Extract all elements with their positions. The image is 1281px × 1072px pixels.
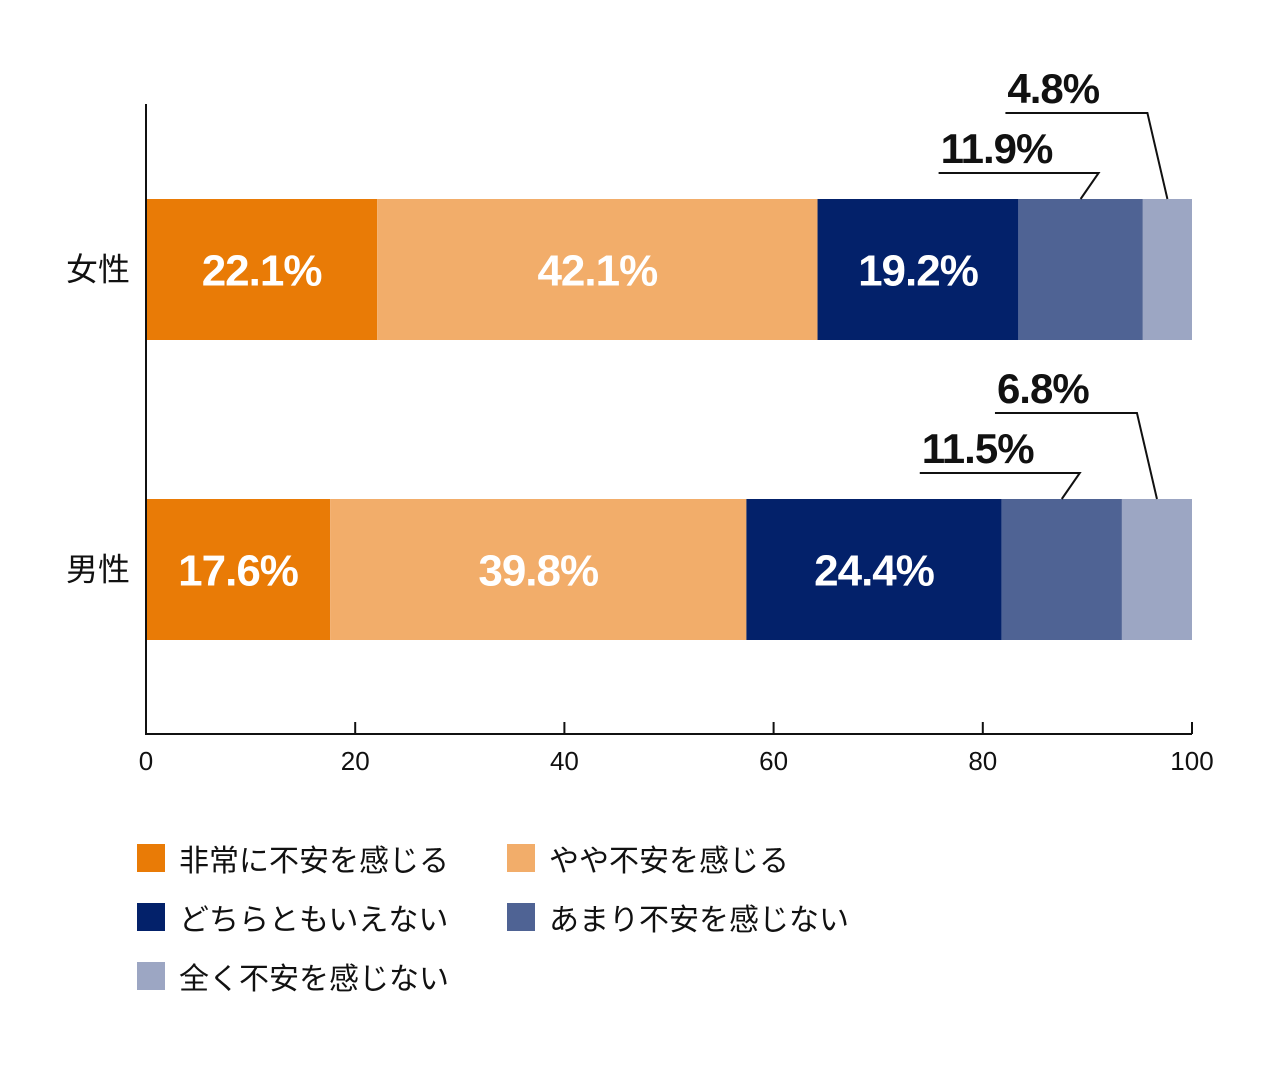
bar-women-very-anxious	[146, 199, 378, 340]
data-label-men-very-anxious: 17.6%	[178, 547, 298, 596]
x-tick-label: 40	[550, 746, 579, 776]
x-tick-label: 20	[341, 746, 370, 776]
data-label-women-very-anxious: 22.1%	[202, 247, 322, 296]
bar-men-not-very-anxious	[1001, 499, 1122, 640]
x-tick-label: 100	[1170, 746, 1213, 776]
bar-women-neutral	[817, 199, 1019, 340]
callout-leader-women-not-anxious-at-all	[1005, 112, 1169, 200]
legend-swatch	[507, 903, 535, 931]
bar-men-very-anxious	[146, 499, 331, 640]
data-label-women-neutral: 19.2%	[858, 247, 978, 296]
legend-label: やや不安を感じる	[549, 844, 789, 879]
data-label-women-not-anxious-at-all: 4.8%	[1007, 65, 1099, 112]
stacked-bar-chart: 22.1% 42.1% 19.2% 11.9% 4.8% 17.6% 39.8% 24.4% 1…	[66, 65, 1214, 776]
callout-leader-men-not-anxious-at-all	[994, 412, 1158, 500]
x-tick-label: 80	[968, 746, 997, 776]
bar-men-somewhat-anxious	[330, 499, 747, 640]
legend-label: 全く不安を感じない	[179, 962, 449, 997]
bar-women-not-very-anxious	[1018, 199, 1143, 340]
legend-label: あまり不安を感じない	[549, 903, 849, 938]
callout-leader-women-not-very-anxious	[938, 172, 1101, 200]
data-label-women-not-very-anxious: 11.9%	[941, 125, 1053, 172]
x-axis-ticks: 0 20 40 60 80 100	[139, 722, 1214, 776]
callout-leaders	[919, 112, 1169, 500]
data-label-women-somewhat-anxious: 42.1%	[537, 247, 657, 296]
legend-item-somewhat-anxious: やや不安を感じる	[507, 838, 789, 879]
bar-women-somewhat-anxious	[377, 199, 818, 340]
data-label-men-not-very-anxious: 11.5%	[922, 425, 1034, 472]
bars-layer	[146, 199, 1192, 640]
legend-item-very-anxious: 非常に不安を感じる	[137, 838, 449, 879]
callout-leader-men-not-very-anxious	[919, 472, 1082, 500]
legend-item-neutral: どちらともいえない	[137, 897, 449, 938]
data-label-men-not-anxious-at-all: 6.8%	[997, 365, 1089, 412]
data-label-men-somewhat-anxious: 39.8%	[478, 547, 598, 596]
bar-women-not-anxious-at-all	[1142, 199, 1192, 340]
data-label-men-neutral: 24.4%	[814, 547, 934, 596]
legend-swatch	[137, 903, 165, 931]
bar-men-not-anxious-at-all	[1121, 499, 1192, 640]
x-tick-label: 0	[139, 746, 153, 776]
x-tick-label: 60	[759, 746, 788, 776]
bar-men-neutral	[746, 499, 1002, 640]
legend-label: どちらともいえない	[179, 903, 449, 938]
legend-swatch	[507, 844, 535, 872]
legend-label: 非常に不安を感じる	[179, 844, 449, 879]
category-label-women: 女性	[66, 251, 130, 289]
legend-swatch	[137, 844, 165, 872]
legend-item-not-very-anxious: あまり不安を感じない	[507, 897, 849, 938]
legend-swatch	[137, 962, 165, 990]
category-label-men: 男性	[66, 551, 130, 589]
value-labels: 22.1% 42.1% 19.2% 11.9% 4.8% 17.6% 39.8% 24.4% 1…	[178, 65, 1101, 596]
legend-item-not-anxious-at-all: 全く不安を感じない	[137, 956, 449, 997]
